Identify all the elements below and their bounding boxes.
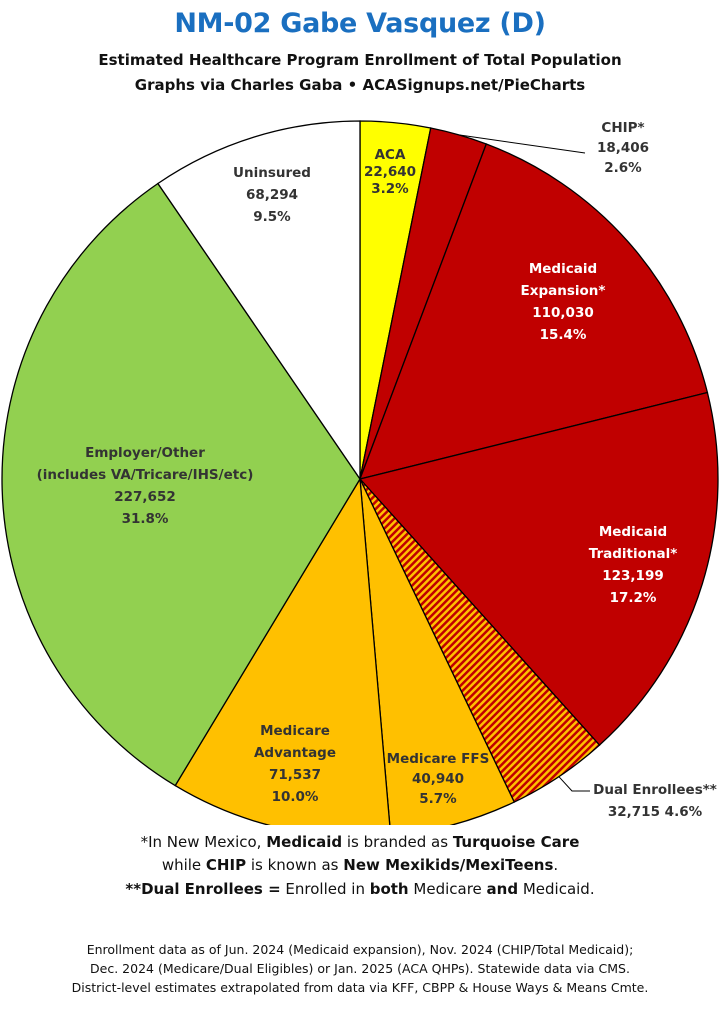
pie-slice-5 [359,478,516,825]
label-ffs-2: 5.7% [419,791,457,807]
source-line-2: Dec. 2024 (Medicare/Dual Eligibles) or J… [90,961,630,976]
label-expansion-2: 110,030 [532,305,594,321]
label-chip-2: 2.6% [604,160,642,176]
label-dual-1: 32,715 4.6% [608,804,703,820]
label-chip-0: CHIP* [601,120,644,136]
label-uninsured-2: 9.5% [253,209,291,225]
chart-credit: Graphs via Charles Gaba • ACASignups.net… [134,76,586,94]
pie-slice-8 [157,120,361,482]
label-employer-0: Employer/Other [85,445,205,461]
pie-slices [1,120,719,825]
pie-slice-6 [174,476,391,825]
chart-subtitle: Estimated Healthcare Program Enrollment … [98,51,622,69]
dual-leader-line [558,776,590,792]
label-uninsured-0: Uninsured [233,165,311,181]
pie-slice-7 [1,182,361,787]
label-ffs-0: Medicare FFS [387,751,490,767]
label-ffs-1: 40,940 [412,771,464,787]
pie-slice-3 [358,391,719,747]
footnote-chip: while CHIP is known as New Mexikids/Mexi… [161,856,559,874]
label-advantage-0: Medicare [260,723,330,739]
label-traditional-3: 17.2% [610,590,657,606]
chart-title: NM-02 Gabe Vasquez (D) [174,8,546,39]
pie-slice-2 [358,143,709,480]
label-aca-0: ACA [375,147,406,163]
source-line-3: District-level estimates extrapolated fr… [71,980,649,995]
label-aca-1: 22,640 [364,164,416,180]
label-traditional-1: Traditional* [589,546,678,562]
label-traditional-0: Medicaid [599,524,667,540]
label-advantage-3: 10.0% [272,789,319,805]
label-employer-1: (includes VA/Tricare/IHS/etc) [37,467,254,483]
label-employer-3: 31.8% [122,511,169,527]
footnote-dual: **Dual Enrollees = Enrolled in both Medi… [125,880,595,898]
chip-leader-line [458,134,586,154]
label-expansion-0: Medicaid [529,261,597,277]
label-chip-1: 18,406 [597,140,649,156]
footnote-medicaid: *In New Mexico, Medicaid is branded as T… [140,833,580,851]
label-dual-0: Dual Enrollees** [593,782,717,798]
label-employer-2: 227,652 [114,489,176,505]
source-line-1: Enrollment data as of Jun. 2024 (Medicai… [86,942,634,957]
label-uninsured-1: 68,294 [246,187,298,203]
label-expansion-3: 15.4% [540,327,587,343]
leader-lines [458,134,590,792]
label-advantage-2: 71,537 [269,767,321,783]
label-traditional-2: 123,199 [602,568,664,584]
label-advantage-1: Advantage [254,745,336,761]
label-expansion-1: Expansion* [521,283,606,299]
label-aca-2: 3.2% [371,181,409,197]
